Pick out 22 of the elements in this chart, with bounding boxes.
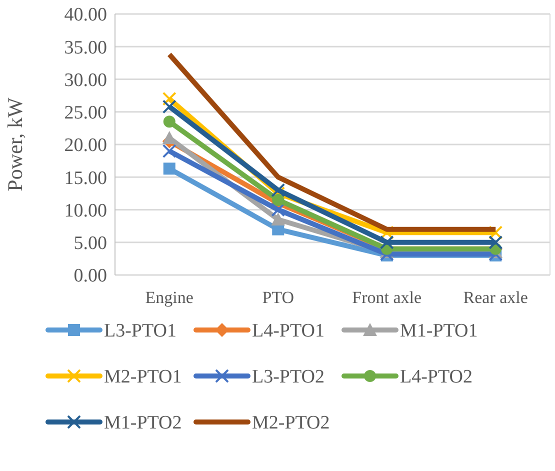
y-tick-label: 30.00 (64, 70, 107, 91)
x-tick-label: Front axle (352, 288, 422, 307)
legend-label: M2-PTO2 (252, 412, 330, 434)
legend-label: L3-PTO2 (252, 366, 324, 388)
legend-label: M2-PTO1 (104, 366, 182, 388)
legend-label: L3-PTO1 (104, 320, 176, 342)
y-axis-title: Power, kW (3, 98, 27, 192)
y-tick-label: 10.00 (64, 200, 107, 222)
y-tick-label: 15.00 (64, 168, 107, 189)
y-tick-label: 40.00 (64, 4, 107, 26)
x-tick-label: Engine (145, 288, 194, 307)
y-tick-label: 0.00 (74, 266, 107, 287)
y-tick-label: 20.00 (64, 135, 107, 156)
y-tick-label: 25.00 (64, 102, 107, 124)
x-tick-label: Rear axle (463, 288, 528, 307)
legend-label: M1-PTO2 (104, 412, 182, 434)
x-tick-label: PTO (262, 288, 294, 307)
y-tick-label: 35.00 (64, 37, 107, 58)
legend-label: L4-PTO1 (252, 320, 324, 342)
y-tick-label: 5.00 (74, 233, 107, 254)
legend-label: L4-PTO2 (400, 366, 472, 388)
legend-label: M1-PTO1 (400, 320, 478, 342)
